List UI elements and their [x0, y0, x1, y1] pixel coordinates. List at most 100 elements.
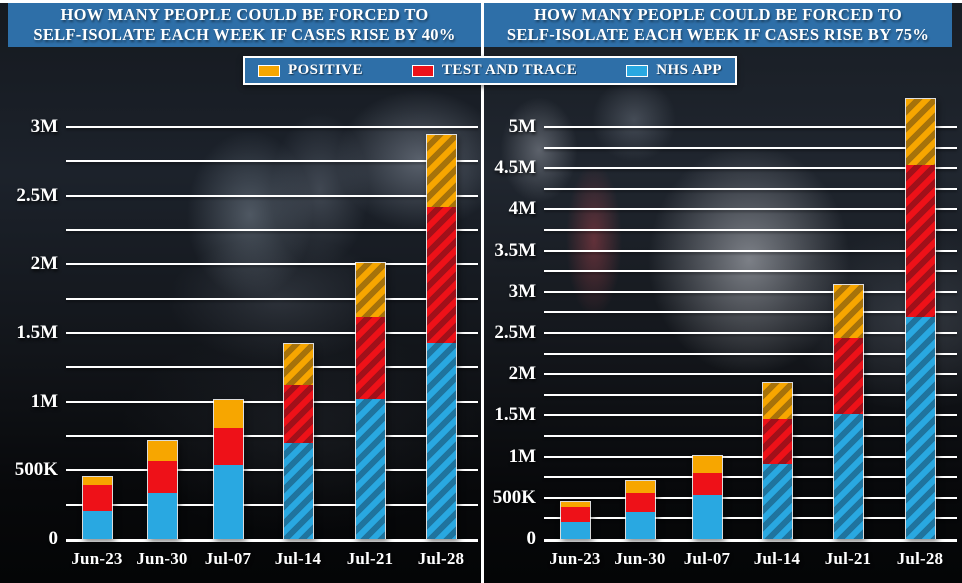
- y-axis-label: 1.5M: [494, 404, 536, 426]
- bar-segment-jul-28-test-and-trace: [426, 207, 456, 344]
- gridline: [66, 503, 478, 506]
- y-axis-label: 3M: [508, 280, 536, 302]
- bar-segment-jun-30-nhs-app: [147, 492, 177, 539]
- gridline: [544, 373, 957, 376]
- gridline: [544, 290, 957, 293]
- y-axis-label: 3M: [30, 116, 58, 137]
- gridline: [544, 146, 957, 149]
- bar-jul-07: [691, 455, 723, 539]
- gridline: [66, 194, 478, 197]
- bar-segment-jun-30-test-and-trace: [147, 461, 177, 493]
- gridline: [544, 414, 957, 417]
- legend-item-positive: POSITIVE: [258, 62, 363, 79]
- y-axis-label: 1M: [30, 390, 58, 412]
- panel-divider-line: [481, 0, 484, 583]
- bar-segment-jun-30-positive: [147, 441, 177, 462]
- bar-segment-jul-28-positive: [905, 99, 935, 165]
- legend-item-nhs-app: NHS APP: [626, 62, 722, 79]
- legend-swatch-positive: [258, 64, 280, 77]
- gridline: [66, 435, 478, 437]
- bar-segment-jul-14-test-and-trace: [762, 419, 792, 465]
- y-axis-label: 2.5M: [16, 184, 58, 206]
- bar-jul-21: [832, 283, 864, 539]
- bar-jul-14: [761, 381, 793, 539]
- x-axis-label: Jun-30: [614, 549, 666, 568]
- gridline: [544, 126, 957, 128]
- bar-segment-jul-21-test-and-trace: [833, 337, 863, 415]
- x-axis-label: Jul-07: [204, 549, 252, 568]
- gridline: [544, 435, 957, 437]
- y-axis-label: 1.5M: [16, 322, 58, 343]
- bar-jul-28: [425, 133, 457, 539]
- y-axis-label: 1M: [508, 445, 536, 467]
- gridline: [544, 476, 957, 479]
- chart-title-40-line2: SELF-ISOLATE EACH WEEK IF CASES RISE BY …: [33, 25, 456, 44]
- bar-segment-jul-14-nhs-app: [762, 464, 792, 539]
- chart-title-40: HOW MANY PEOPLE COULD BE FORCED TO SELF-…: [8, 3, 481, 47]
- bar-segment-jul-21-test-and-trace: [355, 317, 385, 400]
- gridline: [66, 469, 478, 472]
- bar-segment-jul-14-positive: [283, 343, 313, 385]
- gridline: [544, 249, 957, 252]
- bar-segment-jul-07-nhs-app: [692, 495, 722, 539]
- chart-plot-40: 0 500K 1M 1.5M 2M 2.5M 3M Jun-23 Jun-30 Jul-07 Jul…: [15, 116, 478, 568]
- x-axis-baseline: [544, 539, 957, 542]
- gridline: [544, 496, 957, 499]
- gridline: [544, 393, 957, 396]
- x-axis-label: Jul-07: [683, 549, 731, 568]
- bar-segment-jul-28-nhs-app: [905, 316, 935, 539]
- gridline: [544, 187, 957, 190]
- x-axis-label: Jul-21: [824, 549, 872, 568]
- bar-segment-jul-07-positive: [692, 456, 722, 474]
- bar-segment-jun-23-positive: [82, 476, 112, 485]
- bar-segment-jul-21-nhs-app: [355, 399, 385, 539]
- gridline: [544, 455, 957, 458]
- bar-segment-jul-21-positive: [355, 262, 385, 318]
- bar-jun-30: [146, 440, 178, 539]
- bar-segment-jul-07-nhs-app: [213, 465, 243, 539]
- bar-segment-jun-23-nhs-app: [560, 522, 590, 539]
- legend: POSITIVE TEST AND TRACE NHS APP: [243, 56, 737, 85]
- x-axis-label: Jul-14: [274, 549, 322, 568]
- y-axis-label: 0: [48, 528, 59, 549]
- bar-segment-jun-30-test-and-trace: [625, 492, 655, 512]
- y-axis-label: 2M: [508, 363, 536, 385]
- panel-rise-75: HOW MANY PEOPLE COULD BE FORCED TO SELF-…: [484, 0, 962, 583]
- x-axis-baseline: [66, 539, 478, 542]
- legend-label-test-and-trace: TEST AND TRACE: [442, 62, 578, 78]
- gridline: [66, 263, 478, 266]
- gridline: [66, 400, 478, 403]
- bar-segment-jul-14-test-and-trace: [283, 384, 313, 444]
- legend-swatch-test-and-trace: [412, 64, 435, 77]
- bar-segment-jun-23-test-and-trace: [82, 484, 112, 511]
- bar-segment-jul-07-test-and-trace: [692, 473, 722, 496]
- x-axis-label: Jun-23: [71, 549, 123, 568]
- bar-jun-23: [559, 501, 591, 539]
- gridline: [66, 366, 478, 369]
- x-axis-label: Jul-28: [417, 549, 465, 568]
- chart-title-40-line1: HOW MANY PEOPLE COULD BE FORCED TO: [60, 4, 429, 24]
- bar-segment-jun-23-nhs-app: [82, 510, 112, 539]
- y-axis-label: 2M: [30, 253, 58, 275]
- gridline: [544, 517, 957, 520]
- bar-segment-jul-14-nhs-app: [283, 443, 313, 539]
- y-axis-label: 0: [526, 528, 537, 549]
- gridline: [544, 352, 957, 355]
- gridline: [544, 332, 957, 334]
- gridline: [544, 229, 957, 231]
- x-axis-label: Jul-14: [753, 549, 801, 568]
- legend-label-nhs-app: NHS APP: [656, 62, 722, 78]
- y-axis-label: 2.5M: [494, 322, 536, 343]
- y-axis-label: 3.5M: [494, 239, 536, 261]
- gridline: [66, 126, 478, 128]
- y-axis-label: 4M: [508, 198, 536, 220]
- bar-jun-30: [624, 479, 656, 539]
- legend-swatch-nhs-app: [626, 64, 649, 77]
- bar-jun-23: [81, 475, 113, 539]
- bar-jul-07: [212, 398, 244, 539]
- chart-plot-75: 0 500K 1M 1.5M 2M 2.5M 3M 3.5M 4M 4.5M 5M Jun-23 Jun…: [484, 0, 962, 583]
- gridline: [544, 311, 957, 314]
- x-axis-label: Jun-30: [136, 549, 188, 568]
- gridline: [66, 332, 478, 334]
